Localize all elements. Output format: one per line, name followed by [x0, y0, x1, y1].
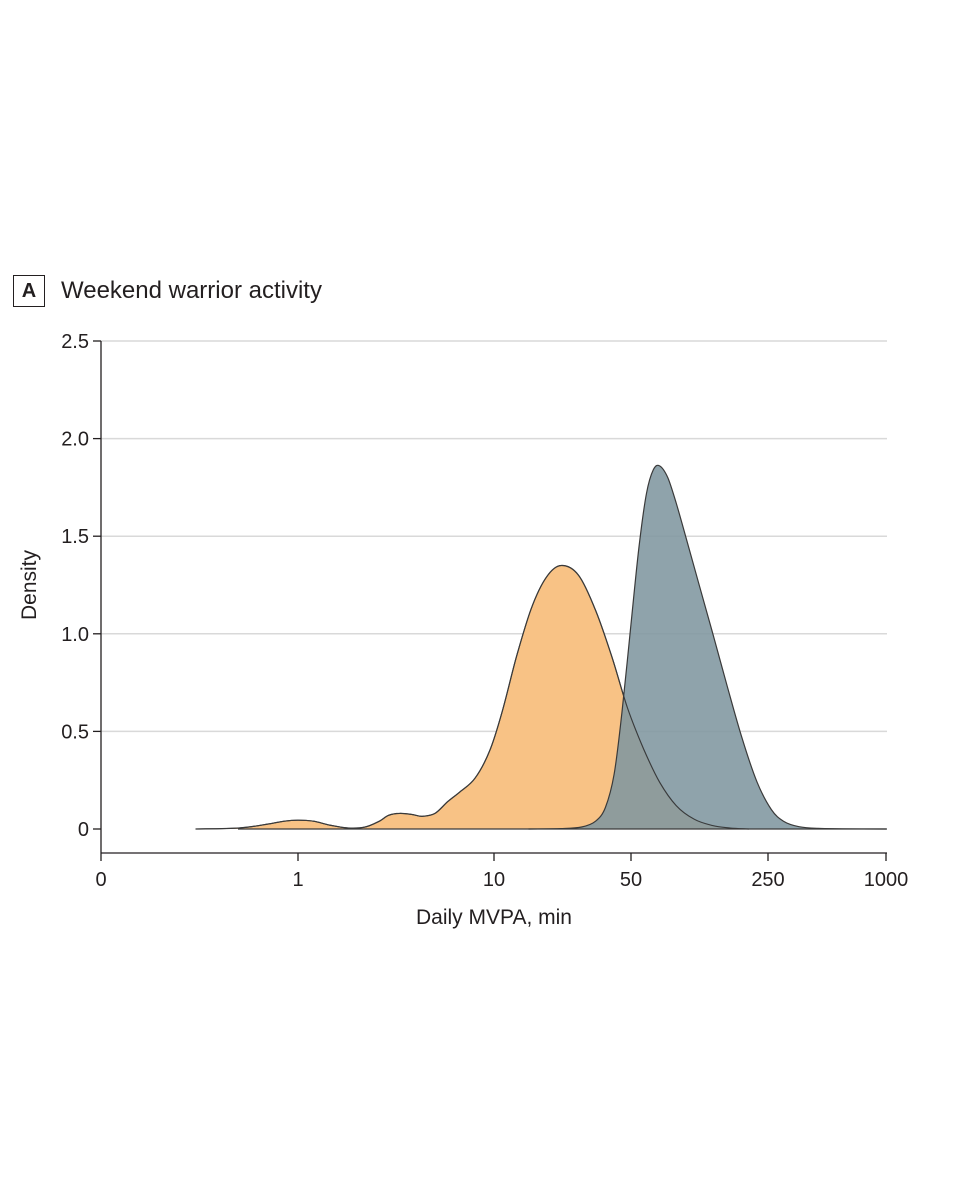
gridlines [101, 340, 887, 733]
y-tick-label: 0.5 [61, 721, 89, 743]
x-tick-label: 10 [483, 869, 505, 891]
orange-density-area [195, 565, 749, 829]
series-layer [195, 464, 887, 830]
blue-density-outline [528, 464, 887, 830]
y-tick-label: 1.0 [61, 624, 89, 646]
y-axis-ticks: 0 0.5 1.0 1.5 2.0 2.5 [61, 331, 101, 841]
chart-title: Weekend warrior activity [61, 277, 322, 304]
x-axis-ticks: 0 1 10 50 250 1000 [95, 853, 908, 891]
x-tick-label: 0 [95, 869, 106, 891]
y-tick-label: 1.5 [61, 526, 89, 548]
panel-header: A Weekend warrior activity [13, 272, 322, 310]
y-axis-title: Density [18, 549, 41, 620]
x-axis-title: Daily MVPA, min [416, 906, 572, 929]
y-tick-label: 2.5 [61, 331, 89, 353]
y-tick-label: 2.0 [61, 429, 89, 451]
x-tick-label: 1000 [864, 869, 909, 891]
blue-density-area [528, 465, 886, 829]
x-tick-label: 50 [620, 869, 642, 891]
orange-density-outline-top [195, 564, 750, 830]
x-tick-label: 1 [292, 869, 303, 891]
y-tick-label: 0 [78, 819, 89, 841]
x-tick-label: 250 [751, 869, 784, 891]
panel-letter-box: A [13, 275, 45, 307]
